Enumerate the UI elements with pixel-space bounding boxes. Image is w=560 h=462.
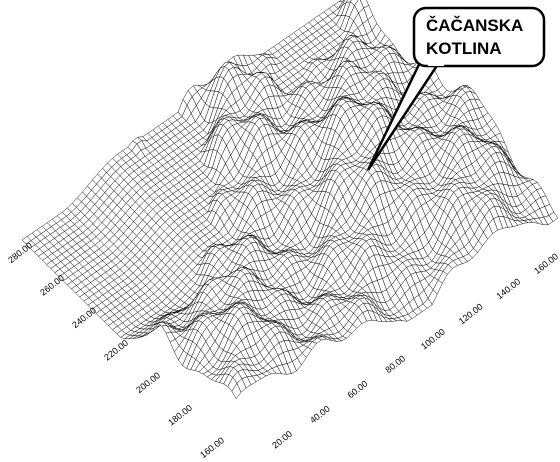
callout-line: ČAČANSKA	[426, 16, 523, 35]
y-tick-label: 160.00	[198, 435, 226, 460]
x-tick-label: 100.00	[419, 327, 447, 352]
y-tick-label: 200.00	[134, 370, 162, 395]
y-tick-label: 240.00	[70, 305, 98, 330]
page: {"callout": {"lines": ["ČAČANSKA", "KOTL…	[0, 0, 560, 462]
y-tick-label: 260.00	[38, 273, 66, 298]
x-tick-label: 120.00	[457, 302, 485, 327]
x-tick-label: 20.00	[270, 429, 294, 451]
x-tick-label: 80.00	[383, 353, 407, 375]
x-tick-label: 140.00	[495, 276, 523, 301]
x-tick-label: 60.00	[346, 378, 370, 400]
x-tick-label: 40.00	[308, 404, 332, 426]
y-tick-label: 220.00	[102, 338, 130, 363]
y-tick-label: 280.00	[6, 240, 34, 265]
x-tick-label: 160.00	[532, 251, 560, 276]
terrain-view: 280.00260.00240.00220.00200.00180.00160.…	[0, 0, 560, 462]
callout-line: KOTLINA	[426, 39, 502, 58]
y-tick-label: 180.00	[166, 403, 194, 428]
